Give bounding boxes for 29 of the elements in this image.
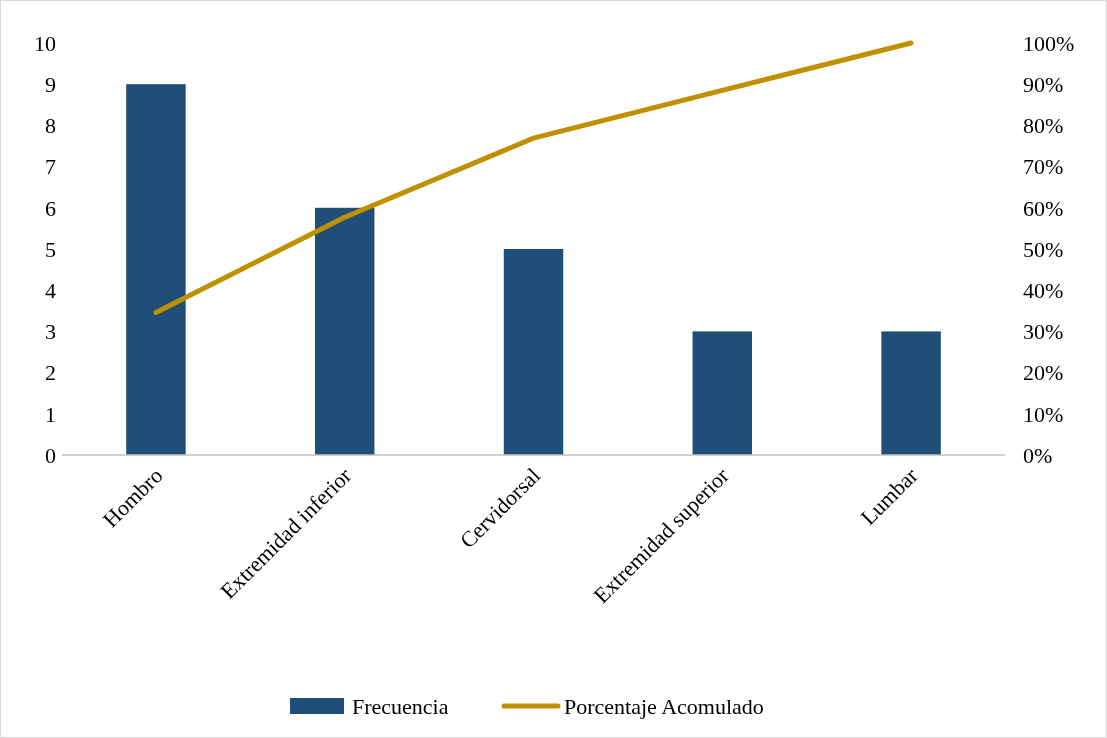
bar bbox=[503, 249, 564, 455]
y-tick-label: 7 bbox=[45, 154, 56, 180]
bar bbox=[881, 331, 941, 455]
y2-tick-label: 100% bbox=[1023, 30, 1075, 56]
bar bbox=[314, 207, 375, 455]
y2-tick-label: 70% bbox=[1023, 154, 1064, 180]
legend-label: Frecuencia bbox=[352, 693, 449, 719]
y-tick-label: 8 bbox=[45, 113, 56, 139]
y2-tick-label: 60% bbox=[1023, 195, 1064, 221]
y2-tick-label: 10% bbox=[1023, 401, 1064, 427]
y2-tick-label: 30% bbox=[1023, 319, 1064, 345]
legend-label: Porcentaje Acomulado bbox=[564, 693, 764, 719]
y2-tick-label: 90% bbox=[1023, 71, 1064, 97]
y2-tick-label: 0% bbox=[1023, 442, 1053, 468]
y-tick-label: 0 bbox=[45, 442, 56, 468]
y-tick-label: 6 bbox=[45, 195, 56, 221]
y2-tick-label: 40% bbox=[1023, 277, 1064, 303]
y-tick-label: 2 bbox=[45, 360, 56, 386]
y-tick-label: 10 bbox=[34, 30, 56, 56]
y-tick-label: 5 bbox=[45, 236, 56, 262]
y2-tick-label: 50% bbox=[1023, 236, 1064, 262]
bar bbox=[126, 84, 186, 455]
y2-tick-label: 80% bbox=[1023, 113, 1064, 139]
y-tick-label: 1 bbox=[45, 401, 56, 427]
y-tick-label: 9 bbox=[45, 71, 56, 97]
y2-tick-label: 20% bbox=[1023, 360, 1064, 386]
y-tick-label: 4 bbox=[45, 277, 56, 303]
bar bbox=[692, 331, 753, 455]
y-tick-label: 3 bbox=[45, 319, 56, 345]
